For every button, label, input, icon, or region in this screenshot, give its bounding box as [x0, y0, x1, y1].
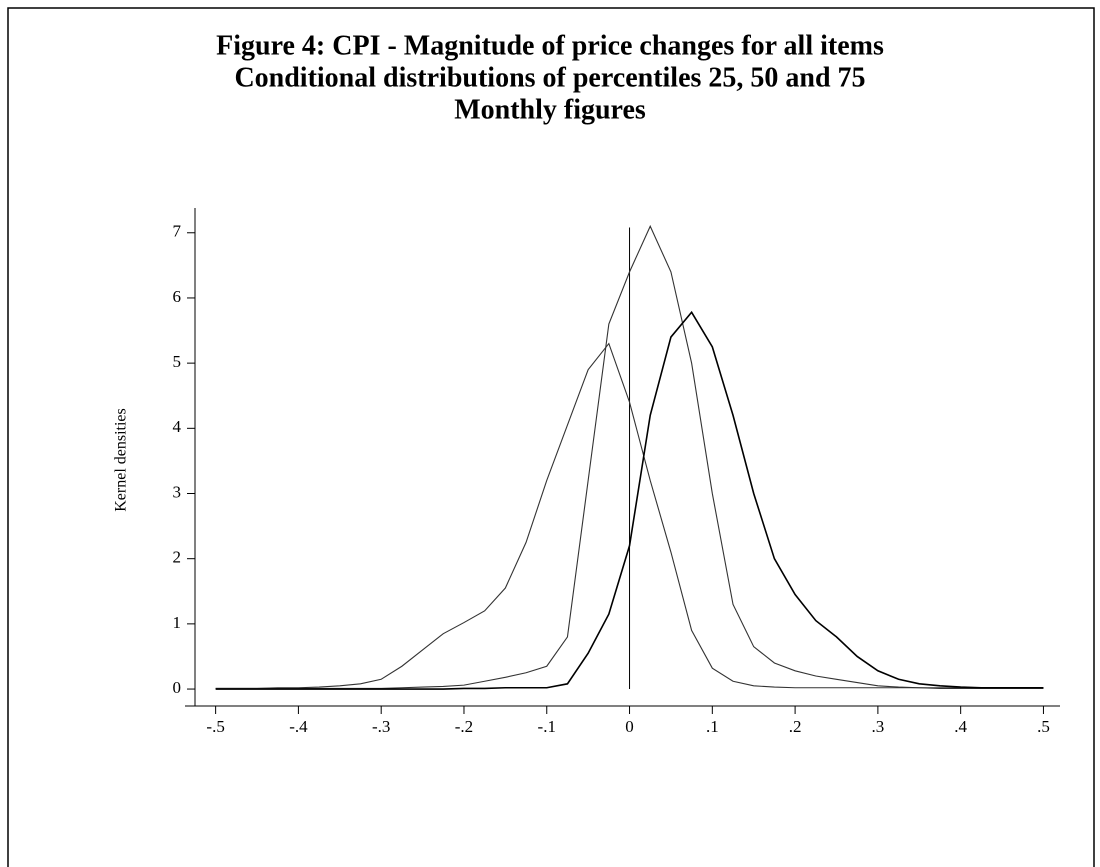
x-tick-label: -.4 — [289, 717, 308, 736]
x-tick-label: .5 — [1037, 717, 1050, 736]
chart-subtitle: Conditional distributions of percentiles… — [234, 62, 865, 93]
y-tick-label: 0 — [173, 678, 182, 697]
x-tick-label: -.1 — [538, 717, 556, 736]
y-tick-label: 2 — [173, 548, 182, 567]
chart-title: Figure 4: CPI - Magnitude of price chang… — [216, 30, 884, 61]
series-line — [215, 310, 1044, 690]
x-tick-label: .1 — [706, 717, 719, 736]
y-axis-label: Kernel densities — [113, 408, 130, 512]
y-tick-label: 1 — [173, 613, 182, 632]
x-tick-label: -.5 — [206, 717, 224, 736]
x-tick-label: -.3 — [372, 717, 390, 736]
x-tick-label: .3 — [872, 717, 885, 736]
y-tick-label: 4 — [173, 417, 182, 436]
y-tick-label: 3 — [173, 482, 182, 501]
y-tick-label: 5 — [173, 352, 182, 371]
y-tick-label: 7 — [173, 222, 182, 241]
frame — [7, 7, 1095, 867]
y-tick-label: 6 — [173, 287, 182, 306]
chart-subtitle: Monthly figures — [454, 94, 646, 125]
x-tick-label: -.2 — [455, 717, 473, 736]
x-tick-label: .4 — [954, 717, 967, 736]
x-tick-label: .2 — [789, 717, 802, 736]
x-tick-label: 0 — [625, 717, 634, 736]
